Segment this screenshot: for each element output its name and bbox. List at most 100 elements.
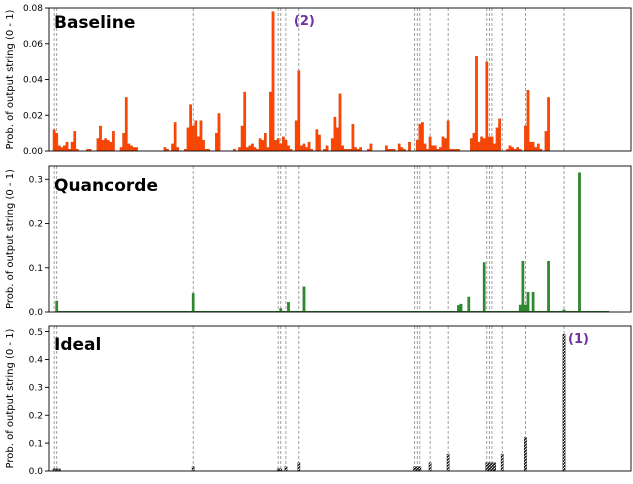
bar [369, 143, 373, 152]
bar [202, 140, 205, 152]
bar [336, 127, 339, 152]
bar [274, 140, 277, 152]
ideal-axes: 0.0 0.1 0.2 0.3 0.4 0.5 [29, 325, 632, 477]
bar [511, 147, 514, 152]
y-tick-label: 0.06 [23, 40, 43, 50]
bar [400, 147, 404, 152]
bar [186, 127, 190, 152]
bar [431, 145, 435, 152]
bar [469, 138, 473, 152]
y-tick-label: 0.2 [29, 220, 43, 230]
bar [243, 91, 247, 152]
baseline-axes: 0.00 0.02 0.04 0.06 0.08 [23, 4, 632, 157]
bar [112, 131, 115, 152]
quancorde-y-axis-label: Prob. of output string (0 - 1) [5, 169, 16, 309]
bar [397, 143, 401, 152]
bar [536, 143, 540, 152]
bar [385, 145, 388, 152]
bar [341, 145, 344, 152]
axes-frame [48, 165, 632, 313]
bar [269, 91, 272, 152]
bar [562, 334, 566, 472]
bar [122, 132, 126, 152]
bar [124, 97, 128, 152]
bar [477, 141, 481, 152]
bar [96, 138, 100, 152]
bar [524, 125, 527, 152]
bar [547, 97, 550, 152]
bar [428, 462, 432, 472]
bar [60, 147, 64, 152]
bar [199, 120, 203, 152]
bar [488, 462, 491, 472]
bar [325, 145, 329, 152]
bar [500, 454, 504, 472]
bar [248, 145, 252, 152]
bar [70, 141, 74, 152]
bar [217, 113, 221, 152]
bar [302, 143, 306, 152]
bar [524, 437, 527, 472]
bar [493, 462, 496, 472]
panel-baseline: 0.00 0.02 0.04 0.06 0.08 Baseline Prob. of o… [5, 4, 632, 157]
bar [315, 129, 319, 152]
bar [163, 147, 167, 152]
bar [55, 300, 59, 313]
axes-frame [48, 325, 632, 472]
bar [446, 454, 450, 472]
y-tick-label: 0.3 [29, 175, 43, 185]
bar [482, 138, 486, 152]
bar [266, 147, 270, 152]
bar [297, 70, 301, 152]
bar [493, 143, 496, 152]
bar [271, 11, 275, 152]
y-tick-label: 0.1 [29, 264, 43, 274]
bar [109, 141, 113, 152]
bar [351, 124, 355, 152]
bar [55, 132, 59, 152]
bar [457, 305, 460, 313]
bar [544, 131, 548, 152]
bar [171, 143, 174, 152]
bar [261, 140, 265, 152]
bar [415, 466, 419, 472]
y-tick-label: 0.00 [23, 147, 43, 157]
bar [191, 466, 195, 472]
bar [197, 136, 200, 152]
bar [475, 56, 478, 152]
ideal-reference-lines [53, 326, 565, 471]
bar [52, 129, 56, 152]
bar [495, 127, 499, 152]
bar [238, 147, 241, 152]
bar [338, 93, 342, 152]
bar [526, 90, 530, 152]
quancorde-axes: 0.0 0.1 0.2 0.3 [29, 165, 632, 318]
bar [333, 116, 337, 152]
bar [490, 462, 494, 472]
baseline-annotation: (2) [294, 14, 315, 29]
baseline-title: Baseline [54, 13, 135, 33]
bar [480, 136, 483, 152]
bar [408, 141, 411, 152]
bar [73, 131, 77, 152]
bar [330, 138, 334, 152]
bar [413, 466, 417, 472]
bar [132, 147, 136, 152]
y-tick-label: 0.2 [29, 411, 43, 421]
bar [531, 291, 535, 313]
bar [253, 147, 257, 152]
bar [359, 147, 362, 152]
bar [521, 260, 525, 313]
ideal-annotation: (1) [568, 332, 589, 347]
bar [297, 462, 301, 472]
bar [127, 143, 131, 152]
bar [173, 122, 177, 152]
y-tick-label: 0.02 [23, 111, 43, 121]
bar [57, 145, 61, 152]
y-tick-label: 0.5 [29, 328, 43, 338]
bar [524, 304, 527, 313]
bar [284, 140, 288, 152]
bar [104, 138, 108, 152]
bar [467, 296, 471, 313]
bar [529, 141, 532, 152]
